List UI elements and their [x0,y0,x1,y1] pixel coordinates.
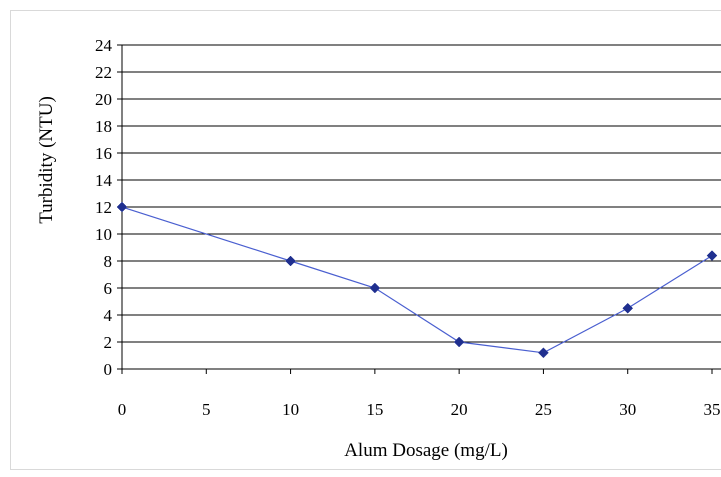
x-tick-label: 30 [619,400,636,419]
y-tick-label: 24 [95,36,113,55]
y-tick-label: 18 [95,117,112,136]
y-tick-label: 4 [104,306,113,325]
data-point [116,201,128,213]
gridlines [122,44,721,343]
x-tick-label: 0 [118,400,127,419]
y-tick-label: 16 [95,144,112,163]
x-tick-label: 20 [451,400,468,419]
x-tick-label: 5 [202,400,211,419]
y-tick-label: 0 [104,360,113,379]
x-tick-label: 10 [282,400,299,419]
y-tick-label: 14 [95,171,113,190]
y-tick-label: 2 [104,333,113,352]
data-point [285,255,296,267]
chart-frame [10,10,721,470]
y-tick-label: 10 [95,225,112,244]
series [116,201,718,359]
x-axis-label: Alum Dosage (mg/L) [344,440,508,461]
axes [117,44,721,374]
data-point [453,336,465,348]
y-tick-label: 6 [104,279,113,298]
x-tick-label: 25 [535,400,552,419]
series-line [121,206,713,354]
y-tick-label: 8 [104,252,113,271]
data-point [622,302,634,314]
y-tick-label: 20 [95,90,112,109]
x-tick-labels: 0 5 10 15 20 25 30 35 [118,400,721,419]
x-tick-label: 35 [704,400,721,419]
x-tick-label: 15 [366,400,383,419]
y-axis-label: Turbidity (NTU) [36,96,57,224]
y-tick-label: 12 [95,198,112,217]
data-point [706,250,718,261]
y-tick-label: 22 [95,63,112,82]
data-point [369,282,381,294]
data-point [538,347,549,359]
